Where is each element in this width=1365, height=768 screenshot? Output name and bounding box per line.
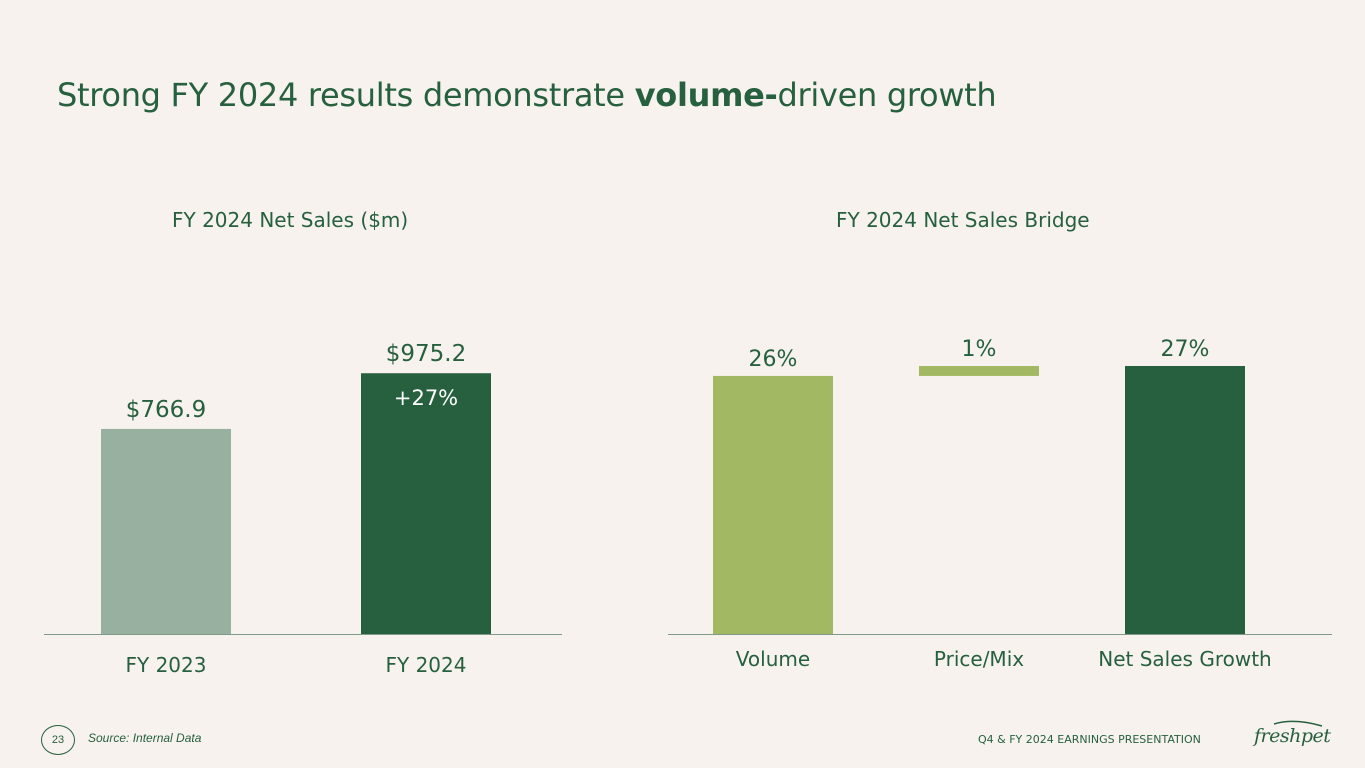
bar-net-sales-growth bbox=[1125, 365, 1245, 634]
data-label: 1% bbox=[962, 337, 997, 362]
tick-label: Net Sales Growth bbox=[1098, 647, 1271, 671]
logo-swoosh-icon bbox=[1273, 720, 1323, 727]
tick-label: Volume bbox=[736, 647, 810, 671]
freshpet-logo: freshpet bbox=[1254, 720, 1331, 748]
bar-fy-2023 bbox=[101, 428, 231, 634]
bar-price-mix bbox=[919, 365, 1039, 376]
data-label: $766.9 bbox=[126, 397, 206, 423]
growth-label: +27% bbox=[394, 386, 458, 410]
bar-volume bbox=[713, 375, 833, 634]
bar-fy-2024 bbox=[361, 373, 491, 634]
page-number: 23 bbox=[41, 725, 75, 755]
bridge-chart-title: FY 2024 Net Sales Bridge bbox=[836, 208, 1090, 232]
data-label: 26% bbox=[749, 347, 798, 372]
source-note: Source: Internal Data bbox=[88, 731, 202, 745]
page-title-prefix: Strong FY 2024 results demonstrate bbox=[57, 76, 635, 114]
logo-text: freshpet bbox=[1254, 725, 1331, 747]
data-label: $975.2 bbox=[386, 341, 466, 367]
page-title-bold: volume- bbox=[634, 76, 778, 114]
data-label: 27% bbox=[1161, 337, 1210, 362]
tick-label: FY 2024 bbox=[386, 653, 467, 677]
presentation-title: Q4 & FY 2024 EARNINGS PRESENTATION bbox=[978, 733, 1201, 746]
page-title-suffix: driven growth bbox=[777, 76, 997, 114]
net-sales-chart-title: FY 2024 Net Sales ($m) bbox=[172, 208, 409, 232]
page-title: Strong FY 2024 results demonstrate volum… bbox=[57, 76, 997, 114]
tick-label: Price/Mix bbox=[934, 647, 1024, 671]
tick-label: FY 2023 bbox=[126, 653, 207, 677]
